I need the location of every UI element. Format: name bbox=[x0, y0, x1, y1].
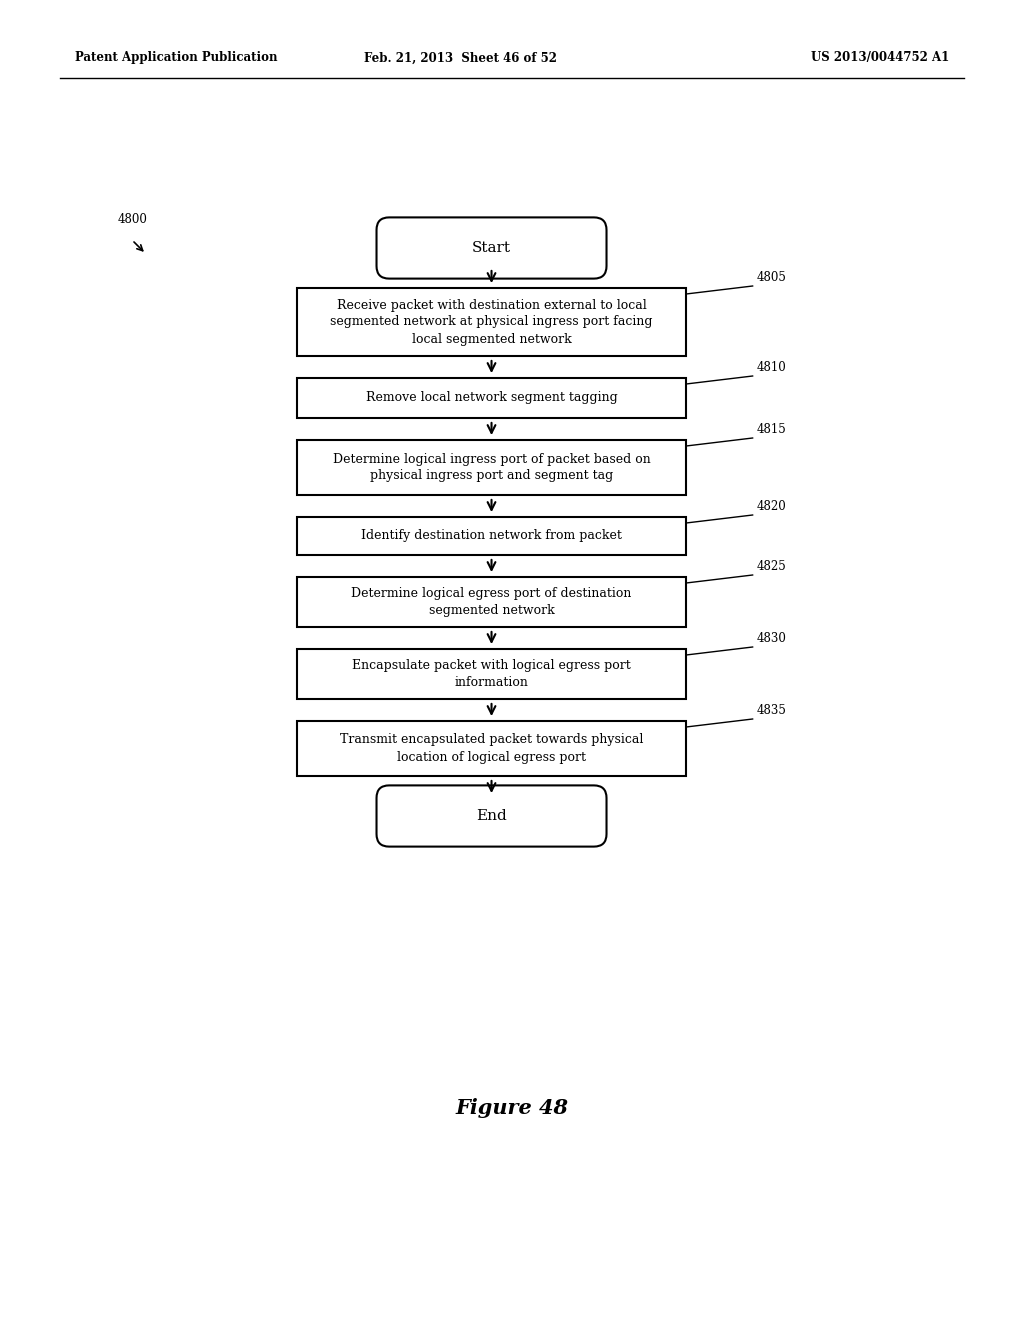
Text: Start: Start bbox=[472, 242, 511, 255]
Text: 4830: 4830 bbox=[757, 632, 786, 645]
Text: Identify destination network from packet: Identify destination network from packet bbox=[361, 529, 622, 543]
Text: US 2013/0044752 A1: US 2013/0044752 A1 bbox=[811, 51, 949, 65]
Text: Encapsulate packet with logical egress port
information: Encapsulate packet with logical egress p… bbox=[352, 659, 631, 689]
Text: 4810: 4810 bbox=[757, 360, 786, 374]
Text: 4825: 4825 bbox=[757, 560, 786, 573]
Bar bbox=[297, 517, 686, 554]
FancyBboxPatch shape bbox=[377, 218, 606, 279]
FancyBboxPatch shape bbox=[377, 785, 606, 846]
Bar bbox=[297, 721, 686, 776]
Text: Remove local network segment tagging: Remove local network segment tagging bbox=[366, 392, 617, 404]
Text: 4800: 4800 bbox=[118, 213, 147, 226]
Bar bbox=[297, 577, 686, 627]
Bar bbox=[297, 378, 686, 418]
Bar bbox=[297, 649, 686, 700]
Text: 4815: 4815 bbox=[757, 422, 786, 436]
Bar bbox=[297, 440, 686, 495]
Text: Transmit encapsulated packet towards physical
location of logical egress port: Transmit encapsulated packet towards phy… bbox=[340, 734, 643, 763]
Bar bbox=[297, 288, 686, 356]
Text: Determine logical ingress port of packet based on
physical ingress port and segm: Determine logical ingress port of packet… bbox=[333, 453, 650, 483]
Text: Patent Application Publication: Patent Application Publication bbox=[75, 51, 278, 65]
Text: Figure 48: Figure 48 bbox=[456, 1098, 568, 1118]
Text: 4820: 4820 bbox=[757, 500, 786, 513]
Text: Receive packet with destination external to local
segmented network at physical : Receive packet with destination external… bbox=[331, 298, 652, 346]
Text: End: End bbox=[476, 809, 507, 822]
Text: Determine logical egress port of destination
segmented network: Determine logical egress port of destina… bbox=[351, 587, 632, 616]
Text: 4835: 4835 bbox=[757, 704, 786, 717]
Text: Feb. 21, 2013  Sheet 46 of 52: Feb. 21, 2013 Sheet 46 of 52 bbox=[365, 51, 557, 65]
Text: 4805: 4805 bbox=[757, 271, 786, 284]
